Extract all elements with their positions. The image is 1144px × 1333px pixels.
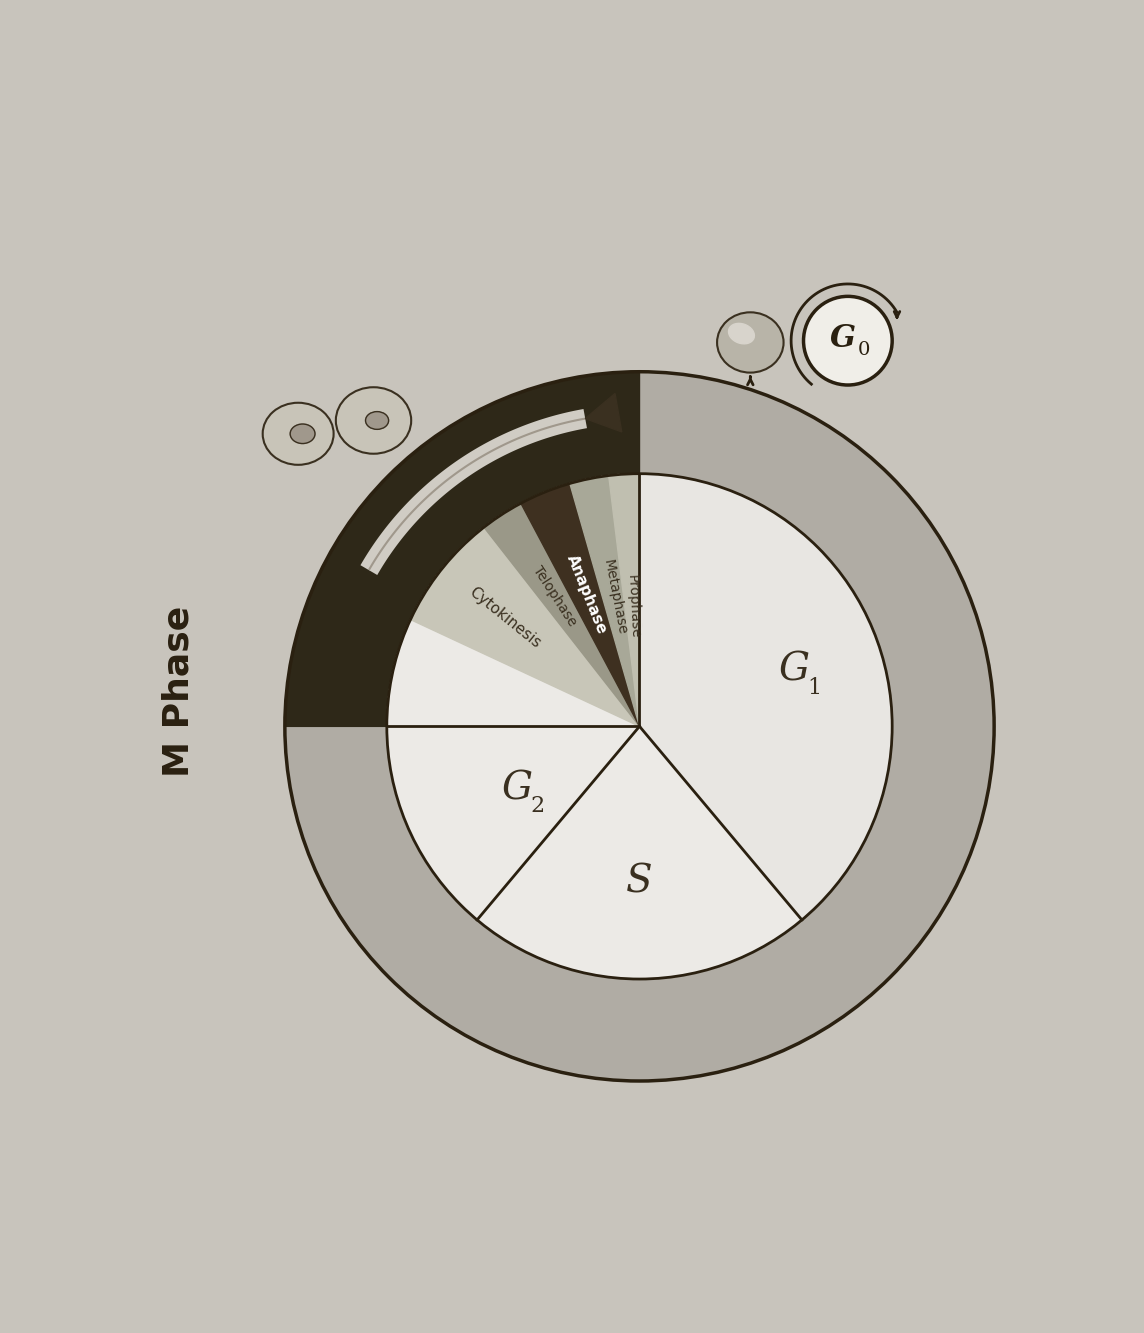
Text: G: G [501, 770, 533, 808]
Circle shape [285, 372, 994, 1081]
Text: 1: 1 [807, 677, 821, 698]
Wedge shape [570, 476, 639, 726]
Text: Cytokinesis: Cytokinesis [467, 584, 543, 651]
Wedge shape [387, 726, 639, 920]
Text: G: G [829, 323, 856, 353]
Text: Telophase: Telophase [531, 564, 580, 629]
Wedge shape [477, 726, 802, 978]
Wedge shape [411, 528, 639, 726]
Ellipse shape [717, 312, 784, 373]
Text: Prophase: Prophase [625, 575, 642, 639]
Circle shape [387, 473, 892, 978]
Ellipse shape [291, 424, 315, 444]
Text: Anaphase: Anaphase [564, 553, 609, 637]
Ellipse shape [336, 387, 411, 453]
Text: G: G [778, 652, 809, 689]
Wedge shape [285, 372, 639, 726]
Wedge shape [609, 473, 639, 726]
Text: 0: 0 [858, 340, 869, 359]
Text: M Phase: M Phase [161, 605, 196, 777]
Ellipse shape [729, 324, 754, 344]
Text: S: S [626, 862, 653, 900]
Circle shape [803, 296, 892, 385]
Ellipse shape [366, 412, 389, 429]
Wedge shape [387, 473, 802, 978]
Text: 2: 2 [531, 796, 545, 817]
Wedge shape [484, 504, 639, 726]
Ellipse shape [263, 403, 334, 465]
Text: Metaphase: Metaphase [601, 559, 629, 636]
Wedge shape [521, 484, 639, 726]
Polygon shape [586, 393, 622, 432]
